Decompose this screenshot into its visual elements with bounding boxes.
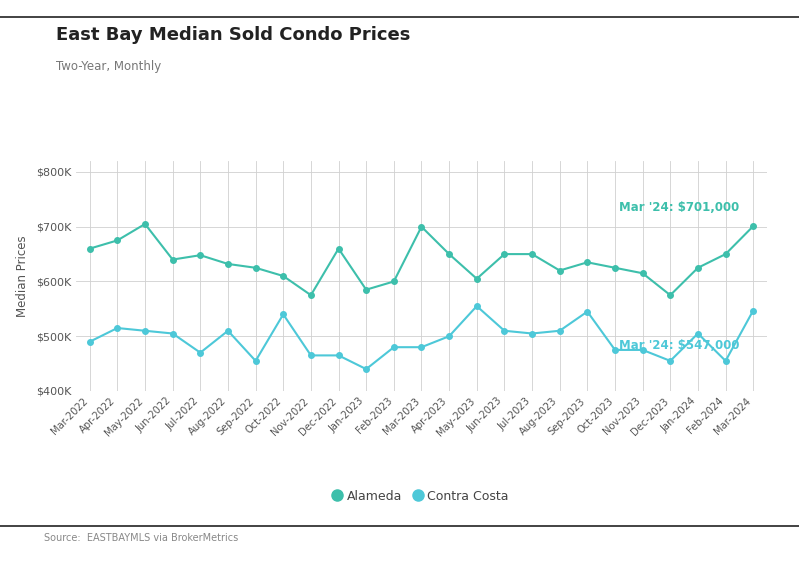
Contra Costa (499, 327, 509, 334)
Alameda (113, 237, 122, 244)
Alameda (527, 251, 537, 258)
Alameda (85, 245, 94, 252)
Contra Costa (278, 311, 288, 318)
Contra Costa (638, 347, 647, 354)
Contra Costa (223, 327, 233, 334)
Contra Costa (334, 352, 344, 359)
Alameda (472, 275, 482, 282)
Contra Costa (389, 344, 399, 351)
Y-axis label: Median Prices: Median Prices (16, 235, 29, 317)
Alameda (417, 223, 427, 230)
Contra Costa (610, 347, 620, 354)
Contra Costa (141, 327, 150, 334)
Legend: Alameda, Contra Costa: Alameda, Contra Costa (329, 485, 514, 508)
Alameda (721, 251, 730, 258)
Alameda (389, 278, 399, 285)
Contra Costa (749, 307, 758, 314)
Contra Costa (444, 333, 454, 340)
Alameda (306, 292, 316, 298)
Alameda (694, 264, 703, 271)
Contra Costa (85, 338, 94, 345)
Alameda (168, 256, 177, 263)
Contra Costa (113, 324, 122, 331)
Text: Source:  EASTBAYMLS via BrokerMetrics: Source: EASTBAYMLS via BrokerMetrics (44, 534, 238, 543)
Alameda (749, 223, 758, 229)
Line: Contra Costa: Contra Costa (87, 304, 756, 372)
Alameda (223, 260, 233, 267)
Alameda (251, 264, 260, 271)
Contra Costa (251, 358, 260, 365)
Alameda (334, 245, 344, 252)
Alameda (444, 251, 454, 258)
Alameda (638, 270, 647, 277)
Text: Two-Year, Monthly: Two-Year, Monthly (56, 60, 161, 74)
Alameda (610, 264, 620, 271)
Contra Costa (361, 366, 371, 373)
Contra Costa (417, 344, 427, 351)
Alameda (582, 259, 592, 266)
Contra Costa (555, 327, 564, 334)
Alameda (361, 286, 371, 293)
Alameda (278, 273, 288, 279)
Contra Costa (472, 302, 482, 309)
Contra Costa (721, 358, 730, 365)
Alameda (555, 267, 564, 274)
Contra Costa (168, 330, 177, 337)
Text: East Bay Median Sold Condo Prices: East Bay Median Sold Condo Prices (56, 26, 411, 44)
Alameda (196, 252, 205, 259)
Text: Mar '24: $701,000: Mar '24: $701,000 (619, 201, 739, 214)
Contra Costa (582, 308, 592, 315)
Contra Costa (306, 352, 316, 359)
Alameda (666, 292, 675, 298)
Text: Mar '24: $547,000: Mar '24: $547,000 (619, 339, 739, 352)
Contra Costa (527, 330, 537, 337)
Line: Alameda: Alameda (87, 221, 756, 298)
Contra Costa (666, 358, 675, 365)
Contra Costa (196, 349, 205, 356)
Alameda (499, 251, 509, 258)
Contra Costa (694, 330, 703, 337)
Alameda (141, 221, 150, 228)
